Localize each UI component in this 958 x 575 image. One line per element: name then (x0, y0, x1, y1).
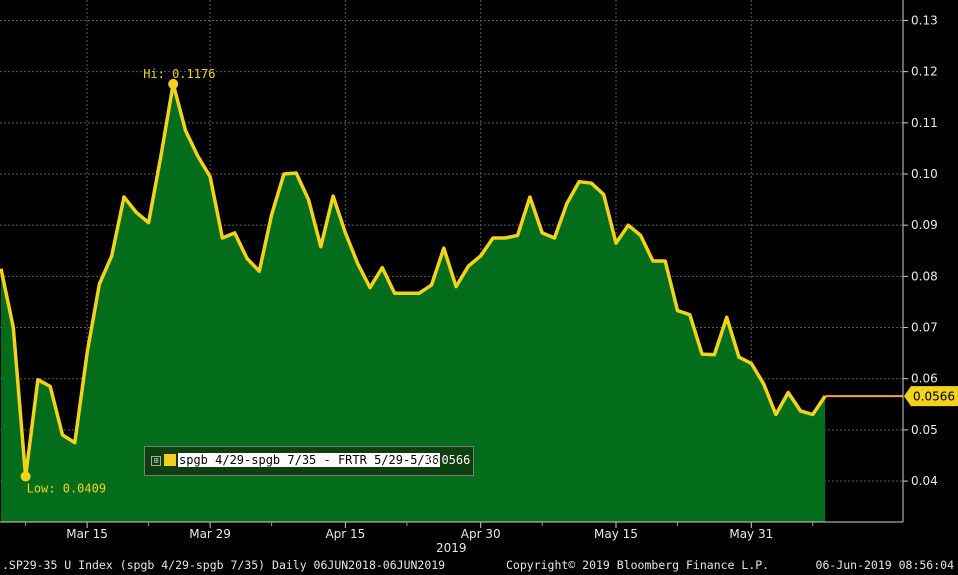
x-tick-label: Apr 30 (461, 527, 501, 541)
footer-timestamp: 06-Jun-2019 08:56:04 (815, 558, 954, 572)
x-tick-label: May 15 (594, 527, 638, 541)
legend-series-value: 0.0566 (427, 453, 471, 467)
footer-copyright: Copyright© 2019 Bloomberg Finance L.P. (506, 558, 770, 572)
series-color-swatch (164, 454, 176, 466)
y-tick-label: 0.10 (911, 167, 938, 181)
series-area (1, 83, 826, 523)
y-tick-label: 0.09 (911, 218, 938, 232)
y-tick-label: 0.11 (911, 116, 938, 130)
footer-bar: .SP29-35 U Index (spgb 4/29-spgb 7/35) D… (0, 556, 958, 575)
y-tick-label: 0.05 (911, 423, 938, 437)
series-line (0, 82, 827, 479)
y-tick-label: 0.08 (911, 269, 938, 283)
low-marker (20, 471, 31, 482)
low-label: Low: 0.0409 (27, 481, 106, 495)
y-tick-label: 0.04 (911, 474, 938, 488)
chart-legend[interactable]: ⊞ spgb 4/29-spgb 7/35 - FRTR 5/29-5/36 0… (144, 446, 474, 476)
y-tick-label: 0.06 (911, 372, 938, 386)
last-value-tag (904, 386, 958, 407)
y-tick-label: 0.12 (911, 65, 938, 79)
x-tick-label: Mar 15 (66, 527, 108, 541)
x-axis-year-label: 2019 (436, 541, 467, 555)
x-tick-label: May 31 (729, 527, 773, 541)
y-tick-label: 0.07 (911, 321, 938, 335)
expand-icon[interactable]: ⊞ (151, 456, 161, 466)
y-tick-label: 0.13 (911, 13, 938, 27)
last-value-label: 0.0566 (913, 390, 955, 404)
legend-series-name[interactable]: spgb 4/29-spgb 7/35 - FRTR 5/29-5/36 (178, 453, 441, 467)
x-tick-label: Mar 29 (189, 527, 231, 541)
chart-plot-area: 0.04 0.05 0.06 0.07 0.08 0.09 0.10 0.11 0.12 0.13… (0, 0, 958, 541)
high-label: Hi: 0.1176 (143, 67, 215, 81)
high-marker (168, 78, 179, 89)
footer-index-info: .SP29-35 U Index (spgb 4/29-spgb 7/35) D… (2, 558, 446, 572)
x-tick-label: Apr 15 (325, 527, 365, 541)
